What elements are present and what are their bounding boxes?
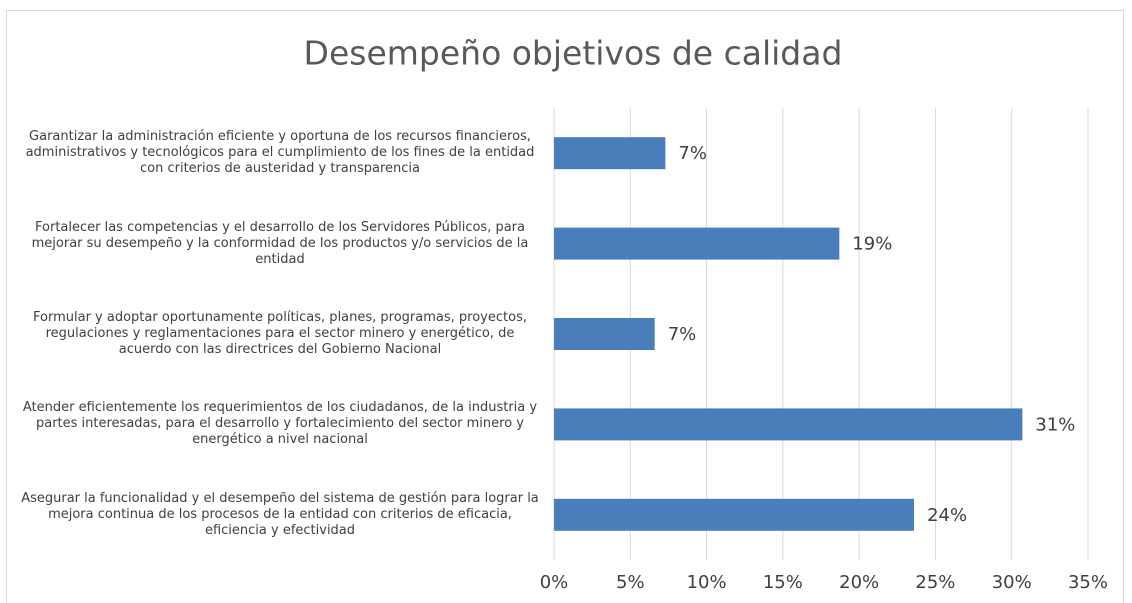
x-tick-label: 15%: [763, 572, 803, 593]
y-tick-label: Garantizar la administración eficiente y…: [25, 129, 535, 177]
data-label: 7%: [668, 324, 697, 345]
y-tick-label: Fortalecer las competencias y el desarro…: [31, 219, 529, 267]
y-tick-label: Formular y adoptar oportunamente polític…: [33, 310, 527, 357]
y-tick-label: Atender eficientemente los requerimiento…: [22, 400, 538, 448]
bar: [554, 408, 1023, 441]
data-label: 24%: [927, 505, 967, 526]
x-tick-label: 30%: [992, 572, 1032, 593]
data-label: 7%: [678, 143, 707, 164]
y-tick-label: Asegurar la funcionalidad y el desempeño…: [21, 490, 539, 538]
bar: [554, 318, 655, 350]
x-tick-label: 0%: [540, 572, 569, 593]
data-label: 19%: [852, 234, 892, 255]
bar: [554, 227, 840, 260]
chart-border: [6, 10, 1124, 603]
x-tick-label: 25%: [915, 572, 955, 593]
data-label: 31%: [1035, 414, 1075, 435]
bar: [554, 137, 666, 170]
chart-title: Desempeño objetivos de calidad: [304, 34, 843, 73]
x-tick-label: 5%: [616, 572, 645, 593]
x-tick-label: 20%: [839, 572, 879, 593]
x-tick-label: 10%: [687, 572, 727, 593]
x-tick-label: 35%: [1068, 572, 1108, 593]
bar: [554, 498, 915, 531]
